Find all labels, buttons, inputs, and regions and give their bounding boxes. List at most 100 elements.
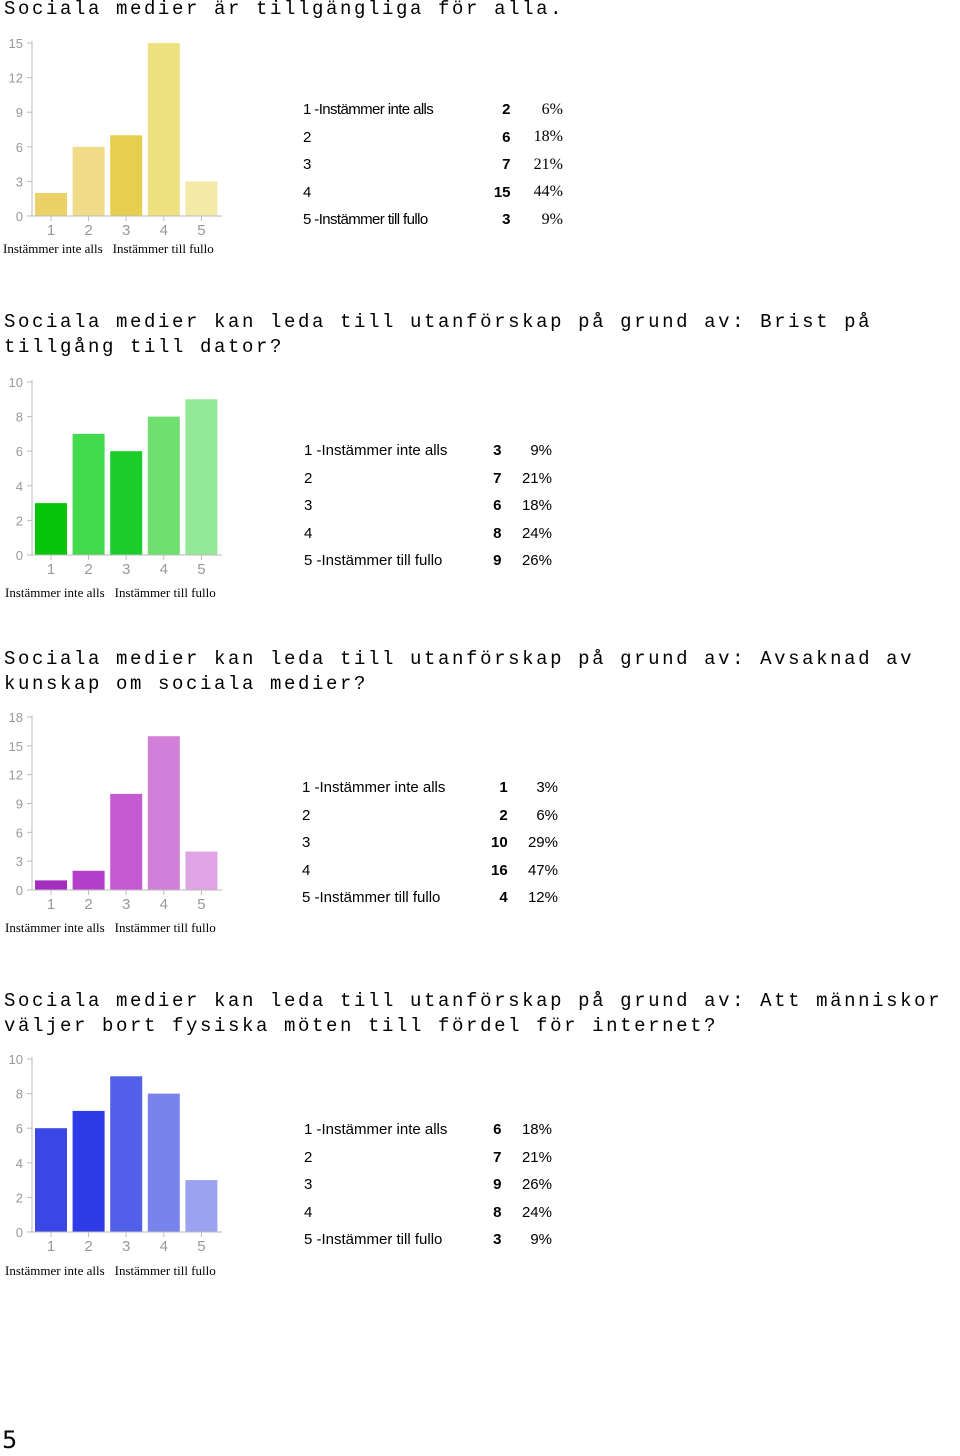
y-tick-label: 6 — [16, 140, 23, 155]
x-tick-label: 4 — [160, 561, 168, 578]
table-row: 1 -Instämmer inte alls 1 3% — [302, 779, 558, 797]
y-tick-label: 18 — [9, 710, 23, 725]
table-row: 5 -Instämmer till fullo 3 9% — [304, 1231, 552, 1249]
y-tick-label: 10 — [9, 1052, 23, 1067]
x-tick-label: 5 — [197, 561, 205, 578]
x-tick-label: 2 — [84, 222, 92, 239]
y-tick-label: 6 — [16, 1121, 23, 1136]
table-row: 4 15 44% — [303, 183, 563, 201]
x-tick-label: 4 — [160, 896, 168, 913]
bar — [35, 503, 67, 555]
x-tick-label: 2 — [84, 896, 92, 913]
y-tick-label: 0 — [16, 548, 23, 563]
y-tick-label: 12 — [9, 768, 23, 783]
y-tick-label: 3 — [16, 854, 23, 869]
table-row: 3 7 21% — [303, 155, 563, 174]
table-row: 3 9 26% — [304, 1176, 552, 1194]
bar — [185, 399, 218, 555]
table-row: 5 -Instämmer till fullo 4 12% — [302, 889, 558, 907]
question-title: Sociala medier kan leda till utanförskap… — [4, 648, 929, 695]
table-row: 2 7 21% — [304, 1148, 552, 1166]
axis-end-labels: Instämmer inte alls Instämmer till fullo — [5, 1263, 226, 1279]
table-row: 5 -Instämmer till fullo 3 9% — [303, 210, 563, 229]
table-row: 3 6 18% — [304, 497, 552, 515]
bar — [72, 870, 105, 890]
question-title: Sociala medier är tillgängliga för alla. — [4, 0, 565, 20]
page-number: 5 — [2, 1426, 18, 1454]
table-row: 2 7 21% — [304, 469, 552, 487]
bar — [185, 1180, 218, 1232]
x-tick-label: 1 — [47, 896, 55, 913]
axis-right-label: Instämmer till fullo — [114, 920, 216, 935]
table-row: 4 16 47% — [302, 861, 558, 879]
frequency-table: 1 -Instämmer inte alls 6 18% 2 7 21% 3 9 26% 4… — [304, 1116, 552, 1254]
axis-end-labels: Instämmer inte alls Instämmer till fullo — [3, 241, 224, 257]
x-tick-label: 5 — [197, 1238, 205, 1255]
y-tick-label: 9 — [16, 105, 23, 120]
x-tick-label: 1 — [47, 1238, 55, 1255]
bar — [110, 451, 143, 555]
bar — [147, 43, 180, 216]
x-tick-label: 4 — [160, 222, 168, 239]
bar — [110, 793, 143, 890]
x-tick-label: 3 — [122, 561, 130, 578]
bar — [72, 146, 105, 216]
y-tick-label: 8 — [16, 1087, 23, 1102]
axis-right-label: Instämmer till fullo — [114, 1263, 216, 1278]
axis-left-label: Instämmer inte alls — [5, 920, 105, 935]
table-row: 2 6 18% — [303, 128, 563, 146]
x-tick-label: 2 — [84, 561, 92, 578]
table-row: 4 8 24% — [304, 524, 552, 542]
x-tick-label: 3 — [122, 896, 130, 913]
x-tick-label: 1 — [47, 222, 55, 239]
table-row: 1 -Instämmer inte alls 6 18% — [304, 1121, 552, 1139]
x-tick-label: 2 — [84, 1238, 92, 1255]
y-tick-label: 6 — [16, 444, 23, 459]
bar — [147, 1093, 180, 1232]
table-row: 3 10 29% — [302, 834, 558, 852]
y-tick-label: 12 — [9, 71, 23, 86]
y-tick-label: 2 — [16, 513, 23, 528]
y-tick-label: 4 — [16, 1156, 23, 1171]
x-tick-label: 5 — [197, 222, 205, 239]
y-tick-label: 2 — [16, 1190, 23, 1205]
bar — [72, 1110, 105, 1232]
axis-right-label: Instämmer till fullo — [114, 585, 216, 600]
axis-end-labels: Instämmer inte alls Instämmer till fullo — [5, 920, 226, 936]
y-tick-label: 15 — [9, 36, 23, 51]
bar — [72, 433, 105, 555]
y-tick-label: 10 — [9, 375, 23, 390]
question-title: Sociala medier kan leda till utanförskap… — [4, 990, 957, 1037]
y-tick-label: 0 — [16, 1225, 23, 1240]
y-tick-label: 4 — [16, 479, 23, 494]
axis-left-label: Instämmer inte alls — [3, 241, 103, 256]
x-tick-label: 4 — [160, 1238, 168, 1255]
bar — [35, 880, 67, 890]
bar — [147, 416, 180, 555]
table-row: 1 -Instämmer inte alls 2 6% — [303, 100, 563, 119]
bar — [185, 851, 218, 890]
x-tick-label: 3 — [122, 222, 130, 239]
axis-end-labels: Instämmer inte alls Instämmer till fullo — [5, 585, 226, 601]
y-tick-label: 0 — [16, 883, 23, 898]
question-title: Sociala medier kan leda till utanförskap… — [4, 311, 887, 358]
y-tick-label: 6 — [16, 825, 23, 840]
y-tick-label: 8 — [16, 410, 23, 425]
bar — [147, 736, 180, 890]
axis-left-label: Instämmer inte alls — [5, 1263, 105, 1278]
x-tick-label: 3 — [122, 1238, 130, 1255]
table-row: 4 8 24% — [304, 1203, 552, 1221]
y-tick-label: 9 — [16, 797, 23, 812]
bar — [35, 192, 67, 216]
y-tick-label: 15 — [9, 739, 23, 754]
y-tick-label: 0 — [16, 209, 23, 224]
axis-left-label: Instämmer inte alls — [5, 585, 105, 600]
table-row: 1 -Instämmer inte alls 3 9% — [304, 442, 552, 460]
bar — [110, 135, 143, 216]
x-tick-label: 1 — [47, 561, 55, 578]
